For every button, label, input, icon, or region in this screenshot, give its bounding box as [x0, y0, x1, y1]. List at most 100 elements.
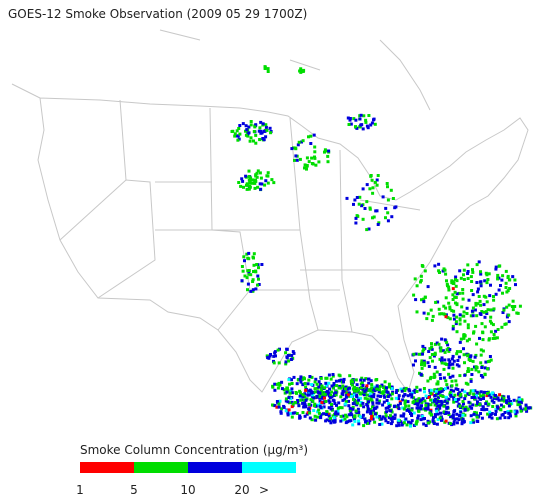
smoke-pixel — [298, 157, 302, 161]
smoke-pixel — [343, 397, 347, 401]
smoke-pixel — [397, 423, 401, 427]
smoke-pixel — [307, 407, 311, 411]
smoke-pixel — [420, 363, 423, 367]
smoke-pixel — [254, 133, 258, 137]
smoke-pixel — [512, 398, 516, 402]
smoke-pixel — [331, 373, 335, 376]
smoke-pixel — [312, 396, 316, 400]
smoke-pixel — [457, 402, 461, 406]
smoke-pixel — [276, 382, 279, 386]
smoke-pixel — [404, 417, 408, 421]
smoke-pixel — [268, 126, 272, 130]
smoke-pixel — [241, 122, 245, 126]
smoke-pixel — [390, 387, 394, 391]
smoke-pixel — [307, 160, 311, 164]
smoke-pixel — [499, 403, 503, 407]
smoke-pixel — [497, 288, 501, 292]
smoke-pixel — [351, 402, 355, 406]
smoke-pixel — [481, 375, 485, 379]
smoke-pixel — [323, 386, 327, 390]
smoke-pixel — [466, 326, 470, 330]
smoke-pixel — [440, 312, 444, 316]
smoke-pixel — [505, 315, 509, 319]
smoke-pixel — [337, 401, 341, 405]
smoke-pixel — [475, 415, 479, 419]
smoke-pixel — [317, 408, 321, 412]
smoke-pixel — [486, 360, 490, 364]
smoke-pixel — [303, 166, 306, 170]
smoke-pixel — [370, 178, 374, 182]
smoke-pixel — [324, 419, 328, 423]
smoke-pixel — [483, 366, 487, 370]
smoke-pixel — [416, 403, 420, 407]
smoke-pixel — [396, 403, 400, 407]
smoke-pixel — [258, 171, 262, 175]
smoke-pixel — [489, 315, 493, 319]
smoke-pixel — [325, 410, 329, 414]
smoke-pixel — [351, 405, 355, 409]
smoke-pixel — [445, 279, 448, 283]
smoke-pixel — [290, 391, 294, 395]
smoke-pixel — [377, 399, 381, 403]
smoke-pixel — [434, 389, 438, 393]
smoke-pixel — [524, 403, 528, 407]
smoke-pixel — [452, 398, 456, 402]
smoke-pixel — [306, 393, 310, 397]
smoke-pixel — [484, 310, 488, 314]
smoke-pixel — [350, 395, 353, 398]
smoke-pixel — [361, 401, 365, 405]
smoke-pixel — [469, 389, 473, 393]
smoke-pixel — [307, 135, 310, 139]
smoke-pixel — [339, 378, 343, 382]
smoke-pixel — [506, 276, 510, 279]
smoke-pixel — [439, 387, 443, 391]
smoke-pixel — [456, 359, 460, 362]
smoke-pixel — [412, 399, 416, 403]
smoke-pixel — [433, 264, 437, 268]
smoke-pixel — [454, 322, 458, 326]
smoke-pixel — [418, 388, 422, 392]
smoke-pixel — [299, 375, 303, 379]
smoke-pixel — [474, 353, 478, 357]
smoke-pixel — [237, 181, 241, 184]
smoke-pixel — [463, 407, 467, 411]
smoke-pixel — [352, 202, 355, 206]
smoke-pixel — [325, 389, 329, 393]
smoke-pixel — [290, 378, 293, 382]
smoke-pixel — [437, 342, 441, 346]
smoke-pixel — [391, 197, 395, 200]
smoke-pixel — [264, 123, 268, 127]
smoke-pixel — [431, 359, 434, 363]
smoke-pixel — [450, 384, 454, 388]
smoke-pixel — [483, 325, 487, 329]
smoke-pixel — [460, 388, 464, 392]
smoke-pixel — [371, 191, 375, 195]
smoke-pixel — [329, 421, 333, 425]
smoke-pixel — [477, 260, 481, 264]
smoke-pixel — [317, 411, 321, 415]
smoke-pixel — [479, 284, 483, 288]
smoke-pixel — [419, 418, 423, 422]
smoke-pixel — [463, 397, 467, 401]
smoke-pixel — [459, 350, 463, 354]
smoke-pixel — [485, 300, 489, 304]
smoke-pixel — [486, 278, 490, 281]
smoke-pixel — [492, 400, 496, 404]
smoke-pixel — [462, 347, 465, 351]
smoke-pixel — [382, 386, 386, 389]
smoke-pixel — [331, 419, 335, 423]
smoke-pixel — [479, 270, 482, 274]
smoke-pixel — [252, 252, 256, 256]
smoke-pixel — [400, 389, 404, 393]
smoke-pixel — [339, 386, 343, 390]
smoke-pixel — [454, 301, 457, 305]
smoke-pixel — [236, 138, 240, 142]
smoke-pixel — [406, 400, 410, 404]
smoke-pixel — [376, 223, 380, 226]
smoke-pixel — [247, 125, 251, 129]
smoke-pixel — [470, 309, 474, 313]
smoke-pixel — [489, 330, 493, 334]
smoke-pixel — [441, 349, 445, 353]
smoke-pixel — [302, 68, 306, 72]
smoke-pixel — [438, 406, 442, 410]
